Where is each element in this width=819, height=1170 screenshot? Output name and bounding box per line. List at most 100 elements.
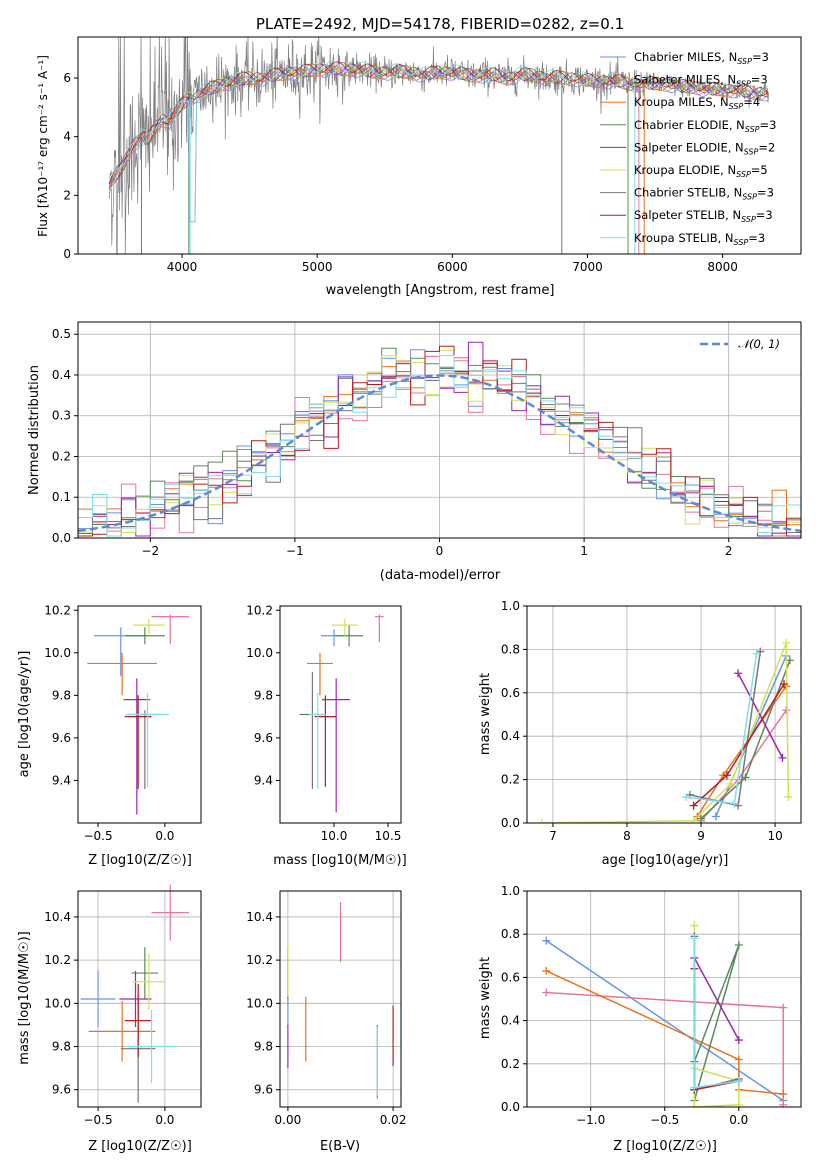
y-tick-label: 1.0 bbox=[501, 599, 520, 613]
weight-marker bbox=[542, 966, 551, 975]
x-tick-label: 9 bbox=[697, 829, 705, 843]
legend-entry: Chabrier ELODIE, NSSP=3 bbox=[634, 118, 776, 134]
weight-marker bbox=[537, 819, 546, 823]
y-tick-label: 9.4 bbox=[52, 773, 71, 787]
weight-series bbox=[737, 672, 784, 759]
legend-value: =5 bbox=[751, 163, 768, 177]
p2-xlabel: mass [log10(M/M☉)] bbox=[273, 853, 406, 868]
legend-entry: Kroupa ELODIE, NSSP=5 bbox=[634, 163, 768, 179]
p5-xlabel: E(B-V) bbox=[320, 1139, 360, 1154]
weight-marker bbox=[734, 1055, 743, 1064]
x-tick-label: 2 bbox=[725, 544, 733, 558]
y-tick-label: 9.8 bbox=[254, 688, 273, 702]
weight-marker bbox=[779, 1100, 788, 1107]
x-tick-label: 0.0 bbox=[155, 1113, 174, 1127]
spectrum-ylabel: Flux [fλ10⁻¹⁷ erg cm⁻² s⁻¹ A⁻¹] bbox=[36, 55, 50, 237]
weight-series bbox=[693, 683, 785, 807]
spectrum-title: PLATE=2492, MJD=54178, FIBERID=0282, z=0… bbox=[256, 15, 624, 33]
legend-entry: Chabrier STELIB, NSSP=3 bbox=[634, 186, 774, 202]
x-tick-label: −0.5 bbox=[83, 829, 112, 843]
normal-curve bbox=[78, 374, 801, 533]
weight-series bbox=[541, 642, 790, 823]
y-tick-label: 10.0 bbox=[44, 646, 71, 660]
x-tick-label: 5000 bbox=[302, 260, 333, 274]
legend-value: =3 bbox=[756, 208, 773, 222]
axes-frame bbox=[77, 605, 202, 824]
axes-frame bbox=[77, 321, 802, 539]
x-tick-label: 1 bbox=[580, 544, 588, 558]
y-tick-label: 0.4 bbox=[501, 1014, 520, 1028]
x-tick-label: 7000 bbox=[572, 260, 603, 274]
weight-marker bbox=[734, 941, 743, 949]
model-spectrum-8 bbox=[108, 60, 768, 223]
weight-marker bbox=[730, 799, 739, 808]
p1-xlabel: Z [log10(Z/Z☉)] bbox=[88, 853, 192, 868]
model-spectrum-6 bbox=[108, 62, 768, 190]
legend-entry: Salpeter MILES, NSSP=3 bbox=[634, 73, 768, 89]
weight-marker bbox=[542, 936, 551, 945]
x-tick-label: 0.02 bbox=[380, 1113, 407, 1127]
weight-marker bbox=[722, 771, 731, 780]
weight-series bbox=[545, 970, 784, 1095]
weight-marker bbox=[690, 934, 699, 943]
weight-vs-age-panel: 7 8 9 10 0.0 0.2 0.4 0.6 0.8 1.0 bbox=[501, 599, 802, 843]
weight-marker bbox=[782, 638, 791, 647]
legend-entry: Chabrier MILES, NSSP=3 bbox=[634, 50, 769, 66]
legend-entry: Kroupa MILES, NSSP=4 bbox=[634, 95, 760, 111]
legend-value: =4 bbox=[743, 95, 760, 109]
weight-series bbox=[545, 940, 784, 1102]
y-tick-label: 0.0 bbox=[501, 1100, 520, 1114]
weight-series bbox=[693, 944, 740, 1101]
weight-marker bbox=[734, 1077, 743, 1086]
x-tick-label: 4000 bbox=[167, 260, 198, 274]
p6-ylabel: mass weight bbox=[478, 957, 493, 1039]
y-tick-label: 9.6 bbox=[52, 1083, 71, 1097]
mass-vs-metallicity-panel: −0.5 0.0 9.6 9.8 10.0 10.2 10.4 bbox=[44, 884, 202, 1127]
y-tick-label: 1.0 bbox=[501, 884, 520, 898]
axes-frame bbox=[526, 605, 802, 824]
x-tick-label: 10.0 bbox=[321, 829, 348, 843]
weight-lines bbox=[542, 921, 788, 1107]
age-vs-metallicity-panel: −0.5 0.0 9.4 9.6 9.8 10.0 10.2 bbox=[44, 603, 202, 843]
x-tick-label: 8000 bbox=[707, 260, 738, 274]
x-tick-label: −2 bbox=[141, 544, 159, 558]
weight-lines bbox=[537, 638, 794, 823]
weight-series bbox=[689, 651, 762, 807]
y-tick-label: 10.0 bbox=[44, 996, 71, 1010]
weight-marker bbox=[711, 812, 720, 821]
y-tick-label: 9.6 bbox=[52, 731, 71, 745]
axes-frame bbox=[279, 605, 402, 824]
axes-frame bbox=[526, 890, 802, 1108]
x-tick-label: 0.0 bbox=[729, 1113, 748, 1127]
axes-frame bbox=[77, 36, 802, 255]
legend-subscript: SSP bbox=[734, 238, 749, 247]
p3-xlabel: age [log10(age/yr)] bbox=[602, 853, 729, 868]
p3-ylabel: mass weight bbox=[478, 673, 493, 755]
observed-spectrum bbox=[108, 37, 769, 254]
legend-subscript: SSP bbox=[742, 193, 757, 202]
y-tick-label: 0.8 bbox=[501, 642, 520, 656]
spectrum-lines bbox=[108, 37, 769, 254]
axes-frame bbox=[279, 890, 402, 1108]
legend-entry: Salpeter ELODIE, NSSP=2 bbox=[634, 140, 775, 156]
spectrum-legend: Chabrier MILES, NSSP=3 Salpeter MILES, NS… bbox=[600, 50, 776, 247]
y-tick-label: 10.4 bbox=[44, 910, 71, 924]
p1-ylabel: age [log10(age/yr)] bbox=[17, 651, 32, 778]
weight-marker bbox=[690, 921, 699, 930]
x-tick-label: 0.0 bbox=[155, 829, 174, 843]
x-tick-label: 10 bbox=[767, 829, 782, 843]
legend-value: =3 bbox=[752, 50, 769, 64]
p4-xlabel: Z [log10(Z/Z☉)] bbox=[88, 1139, 192, 1154]
y-tick-label: 10.2 bbox=[44, 953, 71, 967]
legend-value: =3 bbox=[751, 73, 768, 87]
y-tick-label: 10.0 bbox=[246, 646, 273, 660]
legend-subscript: SSP bbox=[736, 170, 751, 179]
mass-vs-extinction-panel: 0.00 0.02 9.6 9.8 10.0 10.2 10.4 bbox=[246, 890, 407, 1127]
x-tick-label: 6000 bbox=[437, 260, 468, 274]
axes-frame bbox=[77, 890, 202, 1108]
residuals-panel: −2 −1 0 1 2 0.0 0.1 0.2 0.3 0.4 0.5 𝒩(0, 1) bbox=[52, 321, 802, 558]
y-tick-label: 0.4 bbox=[52, 368, 71, 382]
legend-subscript: SSP bbox=[737, 57, 752, 66]
weight-marker bbox=[778, 753, 787, 762]
